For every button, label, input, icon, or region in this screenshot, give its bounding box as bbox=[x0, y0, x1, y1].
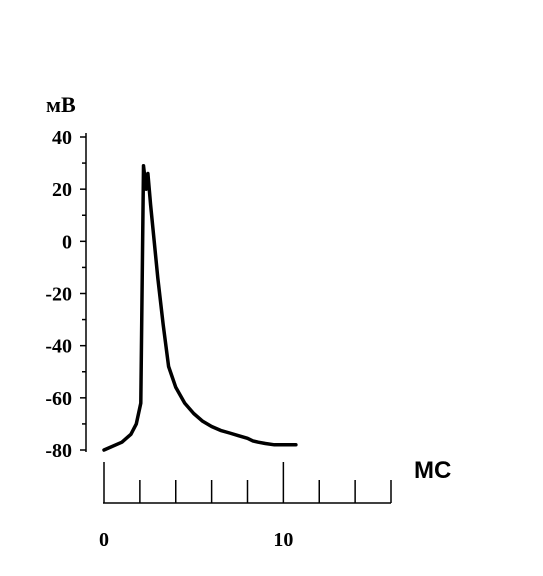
y-axis-ticks: 40 20 0 -20 -40 -60 -80 bbox=[45, 127, 86, 462]
y-tick-label: -80 bbox=[45, 440, 72, 462]
x-tick-label: 0 bbox=[99, 529, 109, 551]
y-tick-label: -60 bbox=[45, 388, 72, 410]
y-axis-unit: мВ bbox=[46, 92, 76, 117]
x-tick-label: 10 bbox=[273, 529, 293, 551]
y-tick-label: 40 bbox=[52, 127, 72, 149]
y-tick-label: -40 bbox=[45, 336, 72, 358]
y-tick-label: -20 bbox=[45, 284, 72, 306]
y-tick-label: 20 bbox=[52, 179, 72, 201]
membrane-potential-line bbox=[102, 163, 298, 452]
x-axis-unit: МС bbox=[414, 457, 451, 484]
x-axis-ticks: 0 10 bbox=[99, 462, 392, 551]
y-tick-label: 0 bbox=[62, 231, 72, 253]
